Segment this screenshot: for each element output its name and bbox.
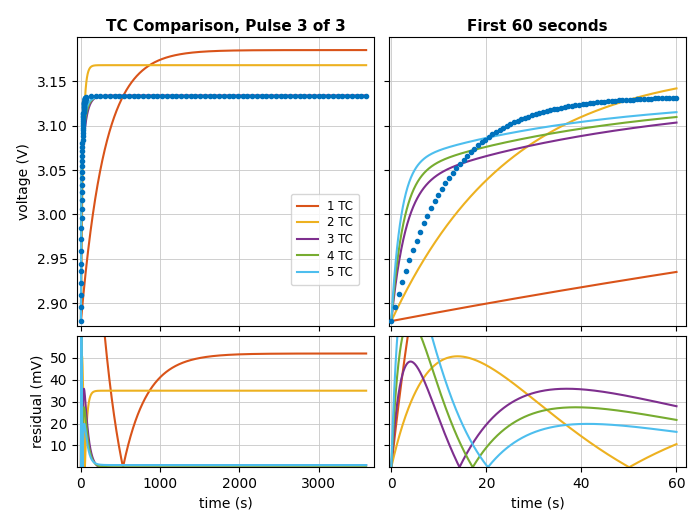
3 TC: [326, 92, 334, 99]
2 TC: [356, 62, 365, 68]
4 TC: [186, 93, 195, 99]
3 TC: [126, 92, 134, 99]
5 TC: [356, 94, 365, 100]
1 TC: [199, 48, 207, 55]
5 TC: [126, 94, 134, 100]
5 TC: [362, 94, 370, 100]
Y-axis label: residual (mV): residual (mV): [30, 355, 44, 448]
Line: 2 TC: 2 TC: [81, 65, 366, 321]
2 TC: [109, 62, 118, 68]
2 TC: [186, 62, 195, 68]
4 TC: [126, 93, 134, 99]
4 TC: [196, 93, 204, 99]
5 TC: [109, 94, 118, 100]
1 TC: [109, 116, 118, 122]
X-axis label: time (s): time (s): [510, 497, 564, 510]
5 TC: [77, 318, 85, 324]
2 TC: [326, 62, 334, 68]
Line: 3 TC: 3 TC: [81, 96, 366, 321]
1 TC: [186, 50, 195, 56]
1 TC: [77, 318, 85, 324]
Legend: 1 TC, 2 TC, 3 TC, 4 TC, 5 TC: 1 TC, 2 TC, 3 TC, 4 TC, 5 TC: [290, 194, 359, 285]
2 TC: [146, 62, 154, 68]
2 TC: [126, 62, 134, 68]
3 TC: [362, 92, 370, 99]
1 TC: [326, 47, 334, 53]
5 TC: [183, 94, 192, 100]
Line: 4 TC: 4 TC: [81, 96, 366, 321]
Y-axis label: voltage (V): voltage (V): [17, 143, 31, 219]
Line: 5 TC: 5 TC: [81, 97, 366, 321]
1 TC: [126, 81, 134, 87]
X-axis label: time (s): time (s): [199, 497, 253, 510]
1 TC: [362, 47, 370, 53]
2 TC: [362, 62, 370, 68]
Title: TC Comparison, Pulse 3 of 3: TC Comparison, Pulse 3 of 3: [106, 19, 345, 34]
4 TC: [109, 93, 118, 99]
4 TC: [326, 93, 334, 99]
3 TC: [109, 92, 118, 99]
4 TC: [199, 93, 207, 99]
3 TC: [211, 92, 220, 99]
5 TC: [326, 94, 334, 100]
3 TC: [77, 318, 85, 324]
3 TC: [199, 92, 207, 99]
2 TC: [199, 62, 207, 68]
5 TC: [186, 94, 195, 100]
4 TC: [356, 93, 365, 99]
2 TC: [77, 318, 85, 324]
4 TC: [362, 93, 370, 99]
Title: First 60 seconds: First 60 seconds: [467, 19, 608, 34]
1 TC: [356, 47, 365, 53]
5 TC: [199, 94, 207, 100]
3 TC: [356, 92, 365, 99]
4 TC: [77, 318, 85, 324]
3 TC: [186, 92, 195, 99]
Line: 1 TC: 1 TC: [81, 50, 366, 321]
